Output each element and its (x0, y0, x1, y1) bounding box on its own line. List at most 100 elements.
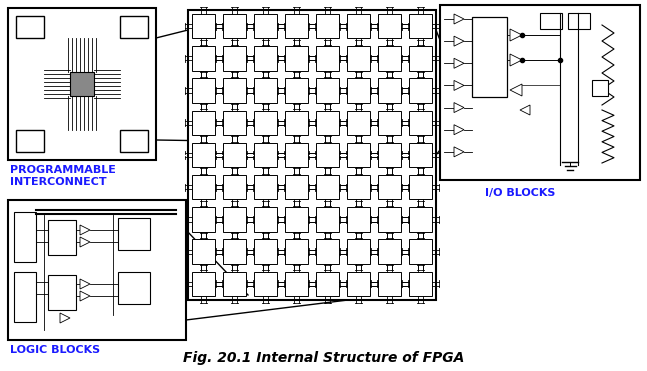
Polygon shape (80, 225, 90, 235)
Bar (223, 14, 247, 38)
Bar (285, 175, 308, 200)
Polygon shape (454, 14, 464, 24)
Bar (223, 272, 247, 296)
Bar (592, 80, 608, 96)
Bar (192, 272, 215, 296)
Bar (347, 78, 370, 103)
Bar (409, 239, 432, 264)
Bar (223, 78, 247, 103)
Bar (192, 175, 215, 200)
Bar (378, 272, 401, 296)
Polygon shape (60, 313, 70, 323)
Bar (316, 207, 339, 232)
Bar (192, 46, 215, 70)
Bar (316, 111, 339, 135)
Bar (120, 130, 148, 152)
Polygon shape (80, 279, 90, 289)
Text: I/O BLOCKS: I/O BLOCKS (485, 188, 555, 198)
Polygon shape (510, 54, 522, 66)
Text: Fig. 20.1 Internal Structure of FPGA: Fig. 20.1 Internal Structure of FPGA (183, 351, 464, 365)
Bar (70, 72, 94, 96)
Bar (285, 272, 308, 296)
Bar (285, 46, 308, 70)
Text: PROGRAMMABLE
INTERCONNECT: PROGRAMMABLE INTERCONNECT (10, 165, 116, 187)
Bar (378, 175, 401, 200)
Bar (378, 143, 401, 167)
Bar (316, 78, 339, 103)
Bar (254, 207, 278, 232)
Polygon shape (454, 36, 464, 46)
Bar (378, 46, 401, 70)
Bar (223, 111, 247, 135)
Polygon shape (454, 58, 464, 68)
Bar (347, 272, 370, 296)
Bar (16, 16, 44, 38)
Polygon shape (80, 291, 90, 301)
Bar (440, 5, 640, 180)
Polygon shape (510, 84, 522, 96)
Polygon shape (454, 81, 464, 91)
Bar (347, 111, 370, 135)
Bar (254, 239, 278, 264)
Bar (347, 175, 370, 200)
Text: LOGIC BLOCKS: LOGIC BLOCKS (10, 345, 100, 355)
Bar (223, 239, 247, 264)
Bar (285, 14, 308, 38)
Bar (316, 46, 339, 70)
Bar (316, 175, 339, 200)
Bar (409, 78, 432, 103)
Bar (378, 111, 401, 135)
Bar (409, 207, 432, 232)
Bar (8, 200, 186, 340)
Bar (223, 46, 247, 70)
Bar (347, 239, 370, 264)
Bar (14, 272, 36, 322)
Bar (254, 272, 278, 296)
Bar (48, 220, 76, 255)
Bar (347, 207, 370, 232)
Bar (14, 212, 36, 262)
Bar (347, 143, 370, 167)
Bar (285, 239, 308, 264)
Bar (8, 8, 156, 160)
Bar (347, 46, 370, 70)
Bar (540, 13, 562, 29)
Bar (192, 78, 215, 103)
Bar (316, 239, 339, 264)
Bar (378, 14, 401, 38)
Bar (118, 218, 150, 250)
Bar (568, 13, 590, 29)
Bar (223, 175, 247, 200)
Bar (409, 14, 432, 38)
Bar (378, 207, 401, 232)
Bar (254, 78, 278, 103)
Bar (223, 207, 247, 232)
Bar (254, 111, 278, 135)
Bar (48, 275, 76, 310)
Bar (316, 272, 339, 296)
Polygon shape (520, 105, 530, 115)
Bar (16, 130, 44, 152)
Bar (192, 207, 215, 232)
Bar (316, 143, 339, 167)
Bar (285, 78, 308, 103)
Bar (409, 111, 432, 135)
Bar (347, 14, 370, 38)
Bar (192, 239, 215, 264)
Bar (409, 175, 432, 200)
Bar (120, 16, 148, 38)
Bar (254, 14, 278, 38)
Bar (409, 46, 432, 70)
Bar (118, 272, 150, 304)
Bar (378, 239, 401, 264)
Polygon shape (454, 147, 464, 157)
Polygon shape (80, 237, 90, 247)
Bar (254, 46, 278, 70)
Bar (378, 78, 401, 103)
Bar (285, 207, 308, 232)
Bar (192, 111, 215, 135)
Bar (316, 14, 339, 38)
Bar (192, 143, 215, 167)
Bar (188, 10, 436, 300)
Bar (254, 143, 278, 167)
